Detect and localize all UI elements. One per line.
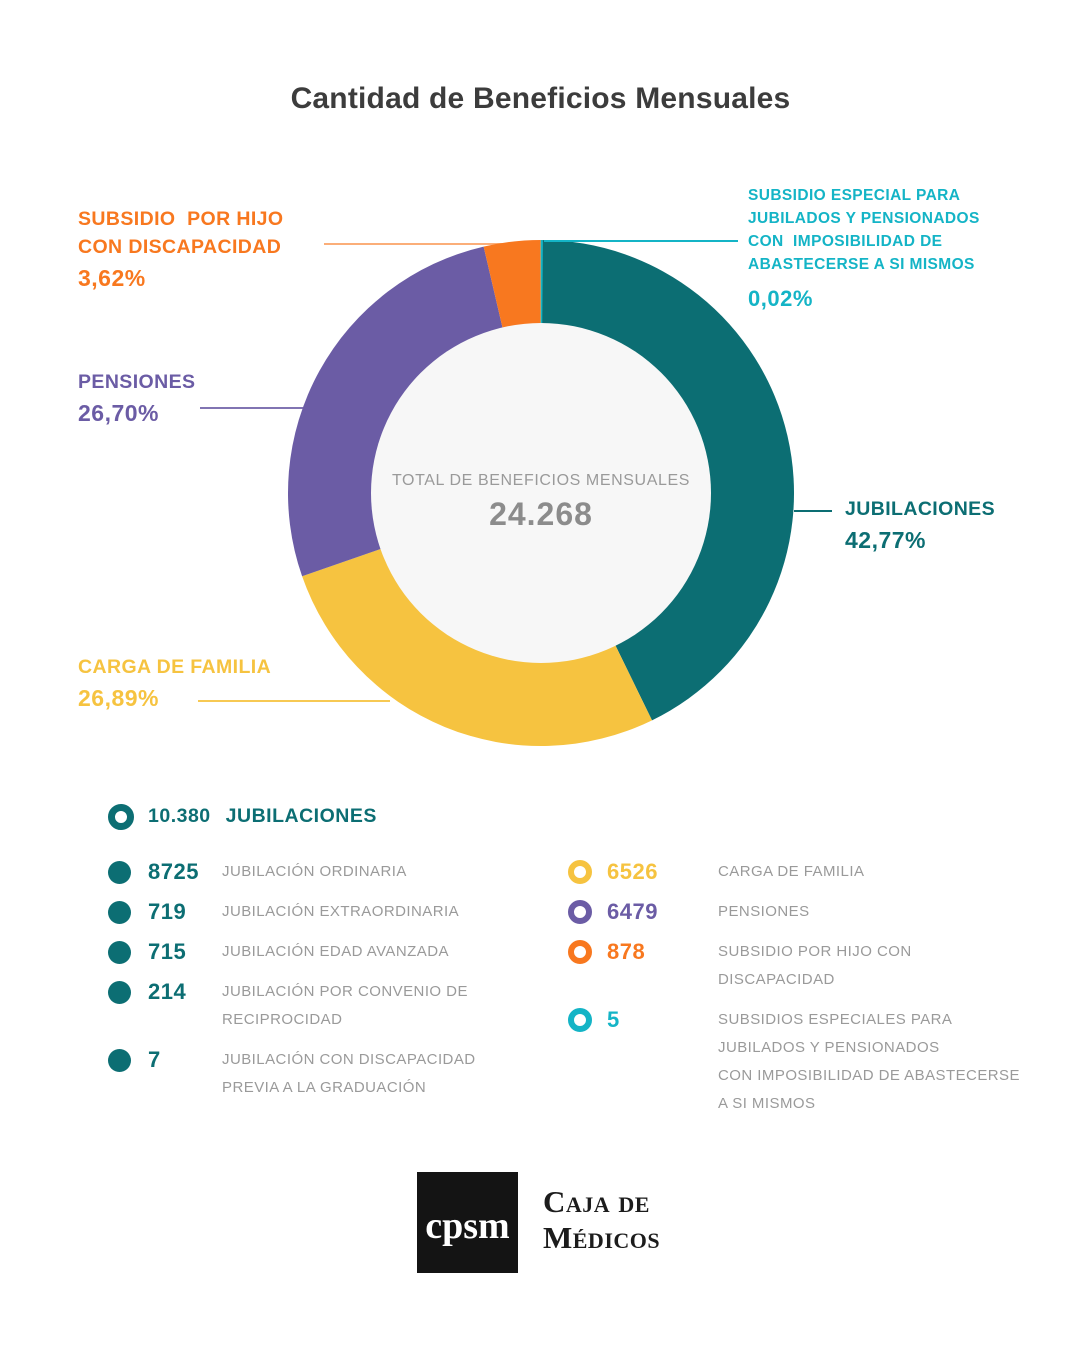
callout-percent: 26,70% bbox=[78, 400, 160, 426]
callout-subsidio-especial: SUBSIDIO ESPECIAL PARA JUBILADOS Y PENSI… bbox=[748, 184, 1018, 313]
donut-center-text: TOTAL DE BENEFICIOS MENSUALES 24.268 bbox=[341, 472, 741, 533]
legend-label: JUBILACIÓN CON DISCAPACIDAD PREVIA A LA … bbox=[222, 1051, 476, 1096]
legend-total-label: JUBILACIONES bbox=[225, 804, 377, 827]
callout-percent: 3,62% bbox=[78, 265, 146, 291]
ring-icon bbox=[568, 900, 592, 924]
callout-label: JUBILACIONES bbox=[845, 498, 995, 520]
leader-line-jubilaciones bbox=[794, 510, 832, 512]
callout-label: CARGA DE FAMILIA bbox=[78, 656, 272, 678]
legend-label: JUBILACIÓN POR CONVENIO DE RECIPROCIDAD bbox=[222, 983, 468, 1028]
page-title: Cantidad de Beneficios Mensuales bbox=[290, 82, 791, 115]
legend-right-column: 6526 CARGA DE FAMILIA 6479 PENSIONES 878… bbox=[568, 858, 1048, 1130]
legend-value: 7 bbox=[148, 1047, 161, 1072]
brand-name: Caja de Médicos bbox=[543, 1184, 661, 1255]
legend-label: PENSIONES bbox=[718, 903, 810, 920]
callout-percent: 42,77% bbox=[845, 527, 927, 553]
dot-icon bbox=[108, 861, 131, 884]
legend-label: JUBILACIÓN EDAD AVANZADA bbox=[222, 943, 449, 960]
legend-row: 6479 PENSIONES bbox=[568, 898, 1048, 926]
total-label: TOTAL DE BENEFICIOS MENSUALES bbox=[391, 472, 691, 489]
legend-value: 8725 bbox=[148, 859, 199, 884]
cpsm-logo: cpsm bbox=[417, 1172, 518, 1273]
dot-icon bbox=[108, 941, 131, 964]
ring-icon bbox=[568, 1008, 592, 1032]
callout-jubilaciones: JUBILACIONES 42,77% bbox=[845, 495, 1075, 554]
legend-row: 214 JUBILACIÓN POR CONVENIO DE RECIPROCI… bbox=[108, 978, 553, 1034]
callout-percent: 26,89% bbox=[78, 685, 160, 711]
leader-line-pensiones bbox=[200, 407, 306, 409]
leader-line-carga bbox=[198, 700, 390, 702]
callout-pensiones: PENSIONES 26,70% bbox=[78, 368, 358, 427]
legend-label: CARGA DE FAMILIA bbox=[718, 863, 865, 880]
total-value: 24.268 bbox=[489, 496, 593, 532]
legend-value: 715 bbox=[148, 939, 187, 964]
legend-row: 878 SUBSIDIO POR HIJO CON DISCAPACIDAD bbox=[568, 938, 1048, 994]
ring-icon bbox=[568, 860, 592, 884]
dot-icon bbox=[108, 981, 131, 1004]
legend-label: SUBSIDIOS ESPECIALES PARA JUBILADOS Y PE… bbox=[718, 1011, 1020, 1112]
donut-hole bbox=[371, 323, 711, 663]
dot-icon bbox=[108, 1049, 131, 1072]
callout-label: PENSIONES bbox=[78, 371, 196, 393]
legend-row: 8725 JUBILACIÓN ORDINARIA bbox=[108, 858, 553, 886]
legend-total-value: 10.380 bbox=[148, 804, 211, 827]
legend-row: 719 JUBILACIÓN EXTRAORDINARIA bbox=[108, 898, 553, 926]
callout-label: SUBSIDIO ESPECIAL PARA JUBILADOS Y PENSI… bbox=[748, 187, 980, 273]
callout-percent: 0,02% bbox=[748, 286, 813, 311]
legend-value: 5 bbox=[607, 1007, 620, 1032]
legend-row: 5 SUBSIDIOS ESPECIALES PARA JUBILADOS Y … bbox=[568, 1006, 1048, 1118]
legend-row: 715 JUBILACIÓN EDAD AVANZADA bbox=[108, 938, 553, 966]
donut-chart bbox=[288, 240, 794, 746]
legend-row: 7 JUBILACIÓN CON DISCAPACIDAD PREVIA A L… bbox=[108, 1046, 553, 1102]
legend-value: 719 bbox=[148, 899, 187, 924]
legend-value: 6526 bbox=[607, 859, 658, 884]
legend-left-column: 8725 JUBILACIÓN ORDINARIA 719 JUBILACIÓN… bbox=[108, 858, 553, 1114]
ring-icon bbox=[568, 940, 592, 964]
legend-label: JUBILACIÓN EXTRAORDINARIA bbox=[222, 903, 460, 920]
legend-label: JUBILACIÓN ORDINARIA bbox=[222, 863, 407, 880]
legend-label: SUBSIDIO POR HIJO CON DISCAPACIDAD bbox=[718, 943, 912, 988]
leader-line-subsidio-hijo bbox=[324, 243, 530, 245]
legend-value: 878 bbox=[607, 939, 646, 964]
callout-label: SUBSIDIO POR HIJO CON DISCAPACIDAD bbox=[78, 208, 284, 258]
legend-total-row: 10.380 JUBILACIONES bbox=[108, 802, 377, 830]
ring-icon bbox=[108, 804, 134, 830]
callout-subsidio-hijo: SUBSIDIO POR HIJO CON DISCAPACIDAD 3,62% bbox=[78, 205, 358, 292]
dot-icon bbox=[108, 901, 131, 924]
callout-carga-de-familia: CARGA DE FAMILIA 26,89% bbox=[78, 653, 378, 712]
legend-value: 214 bbox=[148, 979, 187, 1004]
legend-value: 6479 bbox=[607, 899, 658, 924]
cpsm-logo-text: cpsm bbox=[425, 1204, 510, 1247]
leader-line-subsidio-especial bbox=[544, 240, 738, 242]
legend-row: 6526 CARGA DE FAMILIA bbox=[568, 858, 1048, 886]
